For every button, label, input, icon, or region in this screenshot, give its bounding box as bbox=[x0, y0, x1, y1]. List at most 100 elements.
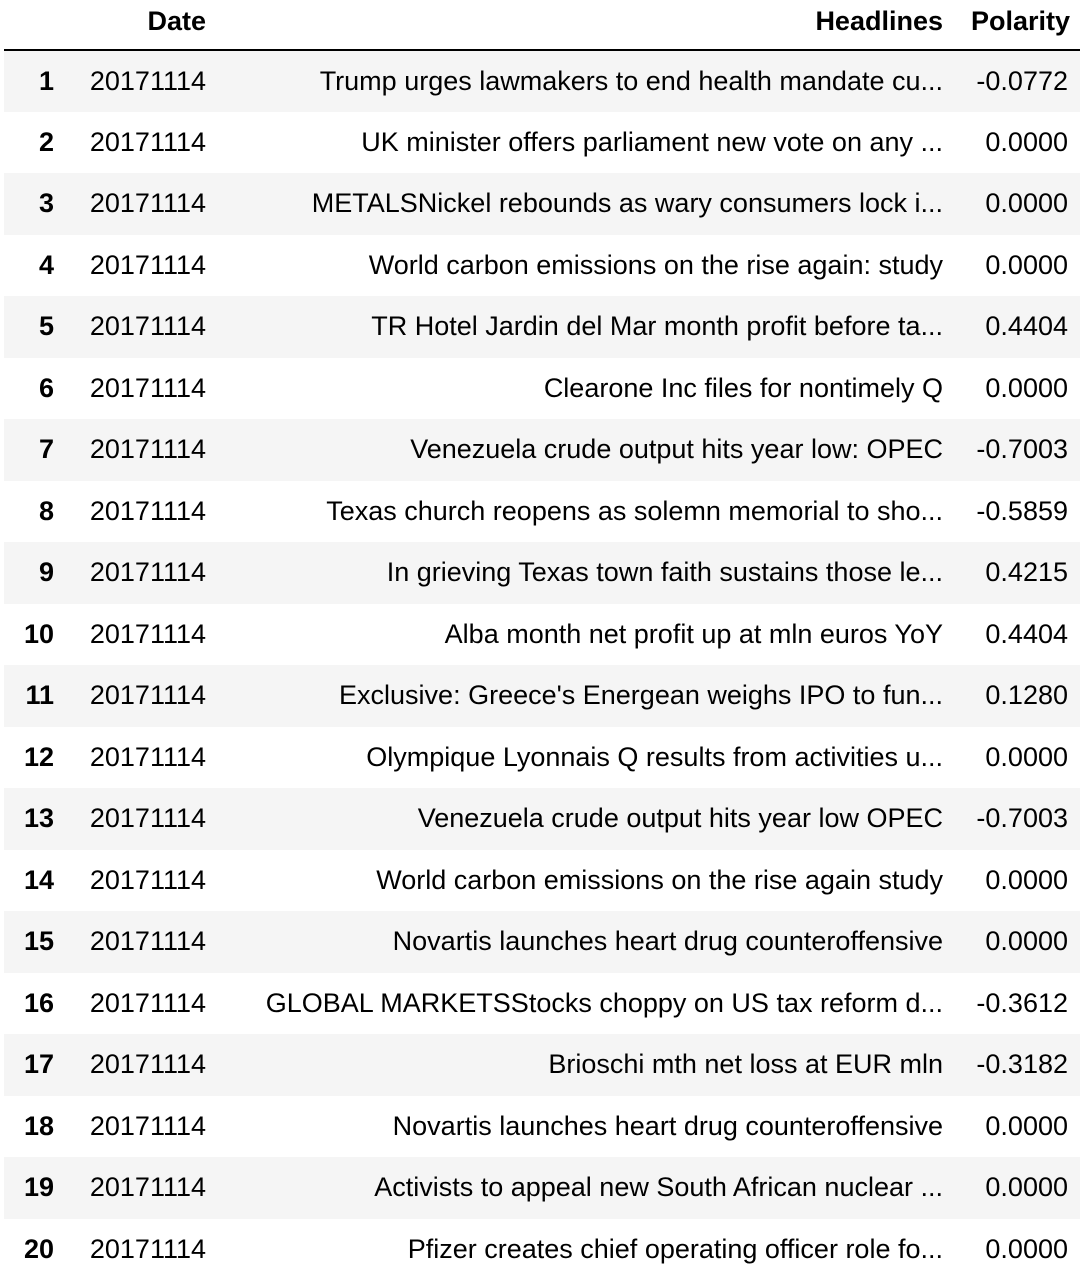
polarity-cell: -0.7003 bbox=[976, 803, 1068, 834]
date-cell: 20171114 bbox=[89, 372, 206, 403]
dataframe-table: Date Headlines Polarity 1 20171114 Trump u… bbox=[4, 0, 1080, 1280]
row-index: 3 bbox=[38, 188, 54, 219]
polarity-column-header: Polarity bbox=[953, 0, 1080, 51]
table-row: 12 20171114 Olympique Lyonnais Q results f… bbox=[4, 726, 1080, 788]
polarity-cell: 0.0000 bbox=[985, 188, 1068, 219]
row-index: 8 bbox=[38, 495, 54, 526]
row-index: 19 bbox=[23, 1172, 54, 1203]
headline-cell: Novartis launches heart drug counteroffe… bbox=[392, 1110, 943, 1141]
table-row: 7 20171114 Venezuela crude output hits yea… bbox=[4, 419, 1080, 481]
row-index: 7 bbox=[38, 434, 54, 465]
row-index: 5 bbox=[38, 311, 54, 342]
headline-cell: World carbon emissions on the rise again… bbox=[376, 864, 943, 895]
date-cell: 20171114 bbox=[89, 557, 206, 588]
polarity-cell: -0.7003 bbox=[976, 434, 1068, 465]
table-row: 14 20171114 World carbon emissions on the … bbox=[4, 849, 1080, 911]
date-cell: 20171114 bbox=[89, 495, 206, 526]
polarity-cell: 0.0000 bbox=[985, 372, 1068, 403]
row-index: 20 bbox=[23, 1233, 54, 1264]
date-cell: 20171114 bbox=[89, 1172, 206, 1203]
headline-cell: UK minister offers parliament new vote o… bbox=[361, 126, 943, 157]
headline-cell: World carbon emissions on the rise again… bbox=[368, 249, 943, 280]
date-cell: 20171114 bbox=[89, 65, 206, 96]
table-row: 19 20171114 Activists to appeal new South … bbox=[4, 1157, 1080, 1219]
headline-cell: Alba month net profit up at mln euros Yo… bbox=[444, 618, 943, 649]
polarity-cell: -0.0772 bbox=[976, 65, 1068, 96]
headlines-column-header: Headlines bbox=[216, 0, 953, 51]
headline-cell: METALSNickel rebounds as wary consumers … bbox=[311, 188, 943, 219]
headline-cell: Pfizer creates chief operating officer r… bbox=[407, 1233, 943, 1264]
date-cell: 20171114 bbox=[89, 1110, 206, 1141]
date-cell: 20171114 bbox=[89, 1233, 206, 1264]
headline-cell: Trump urges lawmakers to end health mand… bbox=[319, 65, 943, 96]
row-index: 16 bbox=[23, 987, 54, 1018]
row-index: 13 bbox=[23, 803, 54, 834]
polarity-cell: 0.1280 bbox=[985, 680, 1068, 711]
row-index: 18 bbox=[23, 1110, 54, 1141]
polarity-cell: 0.0000 bbox=[985, 1172, 1068, 1203]
table-row: 6 20171114 Clearone Inc files for nontimel… bbox=[4, 357, 1080, 419]
row-index: 12 bbox=[23, 741, 54, 772]
date-cell: 20171114 bbox=[89, 618, 206, 649]
date-cell: 20171114 bbox=[89, 926, 206, 957]
row-index: 6 bbox=[38, 372, 54, 403]
headline-cell: Exclusive: Greece's Energean weighs IPO … bbox=[339, 680, 943, 711]
date-cell: 20171114 bbox=[89, 1049, 206, 1080]
table-row: 5 20171114 TR Hotel Jardin del Mar month p… bbox=[4, 296, 1080, 358]
table-row: 3 20171114 METALSNickel rebounds as wary c… bbox=[4, 173, 1080, 235]
row-index: 17 bbox=[23, 1049, 54, 1080]
polarity-cell: 0.0000 bbox=[985, 1233, 1068, 1264]
row-index: 15 bbox=[23, 926, 54, 957]
header-row: Date Headlines Polarity bbox=[4, 0, 1080, 51]
date-cell: 20171114 bbox=[89, 126, 206, 157]
date-cell: 20171114 bbox=[89, 680, 206, 711]
table-body: 1 20171114 Trump urges lawmakers to end he… bbox=[4, 50, 1080, 1280]
table-row: 13 20171114 Venezuela crude output hits ye… bbox=[4, 788, 1080, 850]
table-row: 8 20171114 Texas church reopens as solemn … bbox=[4, 480, 1080, 542]
headline-cell: In grieving Texas town faith sustains th… bbox=[386, 557, 943, 588]
date-cell: 20171114 bbox=[89, 188, 206, 219]
table-row: 4 20171114 World carbon emissions on the r… bbox=[4, 234, 1080, 296]
headline-cell: Venezuela crude output hits year low: OP… bbox=[410, 434, 943, 465]
polarity-cell: 0.0000 bbox=[985, 864, 1068, 895]
polarity-cell: 0.0000 bbox=[985, 741, 1068, 772]
date-cell: 20171114 bbox=[89, 249, 206, 280]
row-index: 11 bbox=[25, 680, 54, 711]
headline-cell: Brioschi mth net loss at EUR mln bbox=[548, 1049, 943, 1080]
headline-cell: Olympique Lyonnais Q results from activi… bbox=[366, 741, 943, 772]
headline-cell: GLOBAL MARKETSStocks choppy on US tax re… bbox=[265, 987, 943, 1018]
date-column-header: Date bbox=[68, 0, 216, 51]
table-row: 2 20171114 UK minister offers parliament n… bbox=[4, 111, 1080, 173]
headline-cell: Texas church reopens as solemn memorial … bbox=[326, 495, 943, 526]
headline-cell: TR Hotel Jardin del Mar month profit bef… bbox=[371, 311, 943, 342]
date-cell: 20171114 bbox=[89, 434, 206, 465]
headline-cell: Clearone Inc files for nontimely Q bbox=[543, 372, 943, 403]
table-row: 16 20171114 GLOBAL MARKETSStocks choppy on… bbox=[4, 972, 1080, 1034]
polarity-cell: 0.0000 bbox=[985, 926, 1068, 957]
row-index: 9 bbox=[38, 557, 54, 588]
polarity-cell: -0.3182 bbox=[976, 1049, 1068, 1080]
polarity-cell: 0.0000 bbox=[985, 249, 1068, 280]
headline-cell: Venezuela crude output hits year low OPE… bbox=[417, 803, 943, 834]
table-row: 9 20171114 In grieving Texas town faith su… bbox=[4, 542, 1080, 604]
row-index: 14 bbox=[23, 864, 54, 895]
polarity-cell: 0.4215 bbox=[985, 557, 1068, 588]
table-row: 18 20171114 Novartis launches heart drug c… bbox=[4, 1095, 1080, 1157]
date-cell: 20171114 bbox=[89, 864, 206, 895]
index-column-header bbox=[4, 0, 68, 51]
polarity-cell: 0.0000 bbox=[985, 1110, 1068, 1141]
row-index: 10 bbox=[23, 618, 54, 649]
table-row: 10 20171114 Alba month net profit up at ml… bbox=[4, 603, 1080, 665]
table-row: 20 20171114 Pfizer creates chief operating… bbox=[4, 1218, 1080, 1280]
date-cell: 20171114 bbox=[89, 311, 206, 342]
date-cell: 20171114 bbox=[89, 987, 206, 1018]
table-header: Date Headlines Polarity bbox=[4, 0, 1080, 51]
row-index: 4 bbox=[38, 249, 54, 280]
table-row: 15 20171114 Novartis launches heart drug c… bbox=[4, 911, 1080, 973]
table-row: 17 20171114 Brioschi mth net loss at EUR m… bbox=[4, 1034, 1080, 1096]
polarity-cell: -0.3612 bbox=[976, 987, 1068, 1018]
table-row: 11 20171114 Exclusive: Greece's Energean w… bbox=[4, 665, 1080, 727]
polarity-cell: 0.4404 bbox=[985, 311, 1068, 342]
polarity-cell: -0.5859 bbox=[976, 495, 1068, 526]
row-index: 1 bbox=[38, 65, 54, 96]
